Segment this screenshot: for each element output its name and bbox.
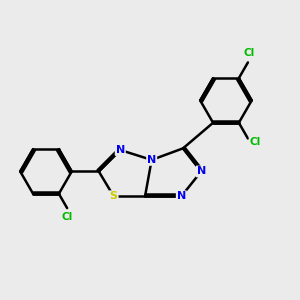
Text: N: N [196,167,206,176]
Text: Cl: Cl [244,48,255,58]
Text: N: N [177,191,186,201]
Text: Cl: Cl [250,137,261,148]
Text: N: N [116,145,125,155]
Text: S: S [110,191,118,201]
Text: Cl: Cl [61,212,73,222]
Text: N: N [147,155,156,165]
